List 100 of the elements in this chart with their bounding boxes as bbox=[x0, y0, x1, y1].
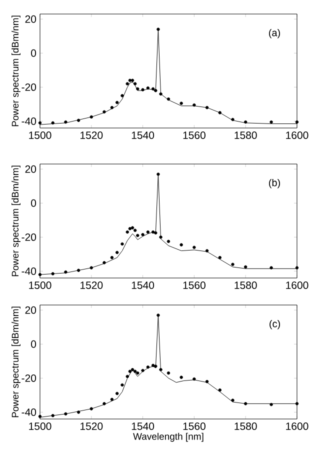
y-tick-label: -40 bbox=[22, 408, 36, 416]
y-tick-label: 20 bbox=[25, 165, 36, 173]
point bbox=[116, 100, 119, 104]
y-axis-title: Power spectrum [dBm/nm] bbox=[12, 16, 20, 126]
point bbox=[133, 228, 137, 232]
point bbox=[146, 366, 150, 369]
point bbox=[156, 172, 160, 176]
point bbox=[205, 249, 209, 252]
point bbox=[90, 266, 93, 270]
x-tick-label: 1520 bbox=[80, 422, 103, 430]
point bbox=[151, 364, 155, 368]
point bbox=[126, 374, 129, 378]
point bbox=[192, 377, 196, 381]
x-tick-label: 1580 bbox=[234, 422, 257, 430]
point bbox=[133, 370, 137, 373]
point bbox=[295, 120, 299, 124]
point bbox=[146, 230, 150, 234]
x-tick-label: 1540 bbox=[132, 132, 154, 139]
point bbox=[38, 272, 42, 276]
point bbox=[244, 402, 248, 406]
point bbox=[141, 233, 144, 236]
point bbox=[136, 371, 140, 375]
x-tick-label: 1600 bbox=[286, 132, 308, 139]
x-tick-label: 1540 bbox=[132, 422, 154, 430]
point bbox=[76, 410, 80, 414]
point bbox=[218, 256, 222, 260]
point bbox=[102, 261, 106, 264]
point bbox=[90, 407, 93, 410]
point bbox=[64, 120, 68, 124]
point bbox=[231, 398, 234, 402]
x-tick-label: 1580 bbox=[234, 282, 257, 289]
y-tick-label: -20 bbox=[22, 374, 36, 382]
point bbox=[64, 270, 68, 274]
point bbox=[205, 380, 209, 384]
point bbox=[130, 226, 134, 230]
point bbox=[120, 383, 124, 387]
point bbox=[151, 230, 155, 234]
point bbox=[180, 376, 183, 379]
point bbox=[205, 106, 209, 110]
point bbox=[244, 120, 248, 124]
point bbox=[192, 103, 196, 107]
point bbox=[90, 115, 93, 119]
point bbox=[159, 368, 162, 372]
x-tick-label: 1560 bbox=[183, 282, 206, 289]
point bbox=[126, 82, 129, 86]
point bbox=[244, 265, 248, 269]
point bbox=[154, 88, 158, 92]
point bbox=[110, 106, 114, 110]
point bbox=[166, 97, 170, 101]
x-tick-label: 1560 bbox=[183, 422, 206, 430]
point bbox=[128, 227, 132, 230]
point bbox=[133, 82, 137, 86]
point bbox=[231, 118, 234, 122]
point bbox=[154, 364, 158, 368]
point bbox=[128, 78, 132, 82]
y-tick-label: 0 bbox=[31, 49, 36, 57]
point bbox=[159, 236, 162, 239]
point bbox=[180, 243, 183, 246]
point bbox=[146, 86, 150, 90]
point bbox=[151, 87, 155, 90]
point bbox=[270, 120, 273, 124]
point bbox=[102, 110, 106, 114]
point bbox=[136, 87, 140, 90]
point bbox=[180, 102, 183, 105]
point bbox=[154, 231, 158, 235]
y-tick-label: 0 bbox=[31, 340, 36, 348]
point bbox=[136, 234, 140, 238]
point bbox=[295, 266, 299, 270]
point bbox=[102, 402, 106, 406]
point bbox=[116, 392, 119, 396]
point bbox=[166, 240, 170, 244]
point bbox=[38, 121, 42, 124]
x-tick-label: 1500 bbox=[29, 282, 52, 289]
x-tick-label: 1520 bbox=[80, 282, 103, 289]
point bbox=[51, 121, 54, 124]
y-tick-label: 20 bbox=[25, 15, 36, 23]
point bbox=[270, 266, 273, 270]
point bbox=[126, 230, 129, 234]
x-tick-label: 1560 bbox=[183, 132, 206, 139]
y-tick-label: 20 bbox=[25, 306, 36, 314]
x-tick-label: 1600 bbox=[286, 282, 308, 289]
x-axis-title: Wavelength [nm] bbox=[133, 432, 204, 442]
point bbox=[130, 368, 134, 372]
y-tick-label: 0 bbox=[31, 199, 36, 207]
point bbox=[120, 242, 124, 246]
point bbox=[141, 88, 144, 92]
point bbox=[156, 28, 160, 31]
point bbox=[141, 368, 144, 372]
y-tick-label: -40 bbox=[22, 117, 36, 125]
point bbox=[130, 78, 134, 82]
point bbox=[156, 314, 160, 317]
y-axis-title: Power spectrum [dBm/nm] bbox=[12, 306, 20, 418]
point bbox=[76, 118, 80, 122]
y-axis-title: Power spectrum [dBm/nm] bbox=[12, 166, 20, 276]
x-tick-label: 1500 bbox=[29, 422, 52, 430]
y-tick-label: -40 bbox=[22, 267, 36, 275]
point bbox=[159, 92, 162, 96]
point bbox=[116, 250, 119, 254]
x-tick-label: 1540 bbox=[132, 282, 154, 289]
point bbox=[295, 402, 299, 406]
